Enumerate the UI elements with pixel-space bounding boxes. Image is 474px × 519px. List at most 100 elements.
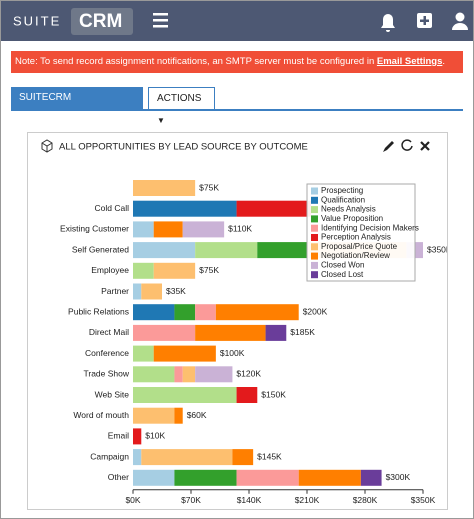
- dashlet-content: ALL OPPORTUNITIES BY LEAD SOURCE BY OUTC…: [41, 139, 447, 505]
- notice-bar: Note: To send record assignment notifica…: [11, 51, 463, 73]
- total-label: $35K: [166, 286, 186, 296]
- notice-end: .: [442, 56, 445, 67]
- bar-segment: [195, 366, 233, 383]
- bar-segment: [133, 221, 154, 238]
- total-label: $120K: [236, 369, 261, 379]
- legend-swatch: [311, 243, 318, 251]
- category-label: Cold Call: [95, 203, 130, 213]
- total-label: $300K: [386, 472, 411, 482]
- create-icon[interactable]: [417, 13, 432, 28]
- category-label: Employee: [91, 265, 129, 275]
- category-label: Existing Customer: [60, 224, 129, 234]
- dashlet-title: ALL OPPORTUNITIES BY LEAD SOURCE BY OUTC…: [59, 142, 308, 153]
- total-label: $100K: [220, 348, 245, 358]
- legend-swatch: [311, 252, 318, 260]
- total-label: $145K: [257, 451, 282, 461]
- bar-segment: [195, 304, 216, 321]
- category-label: Other: [108, 472, 129, 482]
- total-label: $75K: [199, 182, 219, 192]
- total-label: $75K: [199, 265, 219, 275]
- user-icon[interactable]: [452, 12, 468, 31]
- bar-segment: [133, 387, 237, 403]
- category-label: Web Site: [95, 389, 130, 399]
- logo-left[interactable]: SUITE: [13, 13, 61, 28]
- bar-segment: [195, 324, 266, 341]
- legend-label: Proposal/Price Quote: [321, 242, 398, 251]
- bar-segment: [153, 345, 216, 362]
- bar-segment: [232, 449, 254, 466]
- bell-icon[interactable]: [381, 14, 395, 32]
- bar-segment: [174, 304, 196, 321]
- legend-label: Prospecting: [321, 186, 363, 195]
- bar-segment: [133, 200, 237, 217]
- total-label: $350K: [427, 244, 447, 254]
- bar-segment: [133, 366, 175, 383]
- category-label: Direct Mail: [89, 327, 129, 337]
- logo-right[interactable]: CRM: [79, 11, 122, 32]
- bar-segment: [298, 469, 361, 486]
- legend-label: Negotiation/Review: [321, 251, 390, 260]
- menu-icon[interactable]: [153, 13, 168, 28]
- total-label: $150K: [261, 389, 286, 399]
- bar-segment: [257, 242, 307, 259]
- bar-segment: [133, 242, 196, 259]
- notice-text: Note: To send record assignment notifica…: [15, 56, 377, 67]
- bar-segment: [133, 283, 142, 300]
- legend-swatch: [311, 234, 318, 241]
- legend-swatch: [311, 271, 318, 279]
- bar-segment: [360, 469, 382, 486]
- category-label: Word of mouth: [73, 410, 129, 420]
- legend-label: Perception Analysis: [321, 233, 391, 242]
- x-tick-label: $350K: [411, 495, 436, 505]
- category-label: Email: [108, 431, 129, 441]
- actions-tab[interactable]: ACTIONS ▼: [148, 87, 215, 125]
- category-label: Public Relations: [68, 306, 129, 316]
- legend-swatch: [311, 206, 318, 214]
- top-bar: SUITE CRM: [1, 1, 473, 41]
- refresh-icon[interactable]: [401, 139, 413, 151]
- bar-segment: [236, 469, 299, 486]
- close-icon[interactable]: [420, 141, 430, 151]
- legend-swatch: [311, 196, 318, 204]
- x-tick-label: $280K: [353, 495, 378, 505]
- total-label: $10K: [145, 431, 165, 441]
- total-label: $200K: [303, 306, 328, 316]
- bar-segment: [182, 221, 225, 238]
- tab-underline: [11, 109, 463, 111]
- bar-segment: [174, 366, 183, 383]
- category-label: Partner: [101, 286, 129, 296]
- x-tick-label: $0K: [125, 495, 140, 505]
- bar-segment: [133, 180, 196, 196]
- bar-segment: [265, 324, 287, 341]
- legend-swatch: [311, 187, 318, 195]
- notice-link[interactable]: Email Settings: [376, 56, 443, 67]
- legend-label: Closed Lost: [321, 270, 364, 279]
- bar-segment: [133, 407, 175, 424]
- bar-segment: [133, 262, 154, 279]
- category-label: Self Generated: [72, 244, 129, 254]
- bar-segment: [195, 242, 258, 259]
- legend-swatch: [311, 261, 318, 269]
- legend-label: Value Proposition: [321, 214, 383, 223]
- bar-segment: [141, 449, 233, 466]
- header-graphics: SUITE CRM: [13, 8, 468, 35]
- edit-icon[interactable]: [383, 141, 394, 152]
- x-tick-label: $70K: [181, 495, 201, 505]
- bar-segment: [153, 221, 183, 238]
- bar-segment: [133, 324, 196, 341]
- legend-swatch: [311, 224, 318, 232]
- dashboard-tab[interactable]: SUITECRM DASHBOARD ▼: [11, 87, 143, 125]
- dashlet: ALL OPPORTUNITIES BY LEAD SOURCE BY OUTC…: [27, 132, 448, 510]
- bar-segment: [182, 366, 196, 383]
- bar-segment: [133, 469, 175, 486]
- bar-segment: [153, 262, 196, 279]
- tab-label: SUITECRM DASHBOARD: [19, 92, 83, 125]
- bar-segment: [174, 407, 183, 424]
- cube-icon: [41, 139, 53, 153]
- bar-segment: [174, 469, 237, 486]
- bar-segment: [133, 428, 142, 445]
- total-label: $60K: [187, 410, 207, 420]
- tab-label: ACTIONS: [157, 93, 202, 104]
- bar-segment: [236, 387, 258, 403]
